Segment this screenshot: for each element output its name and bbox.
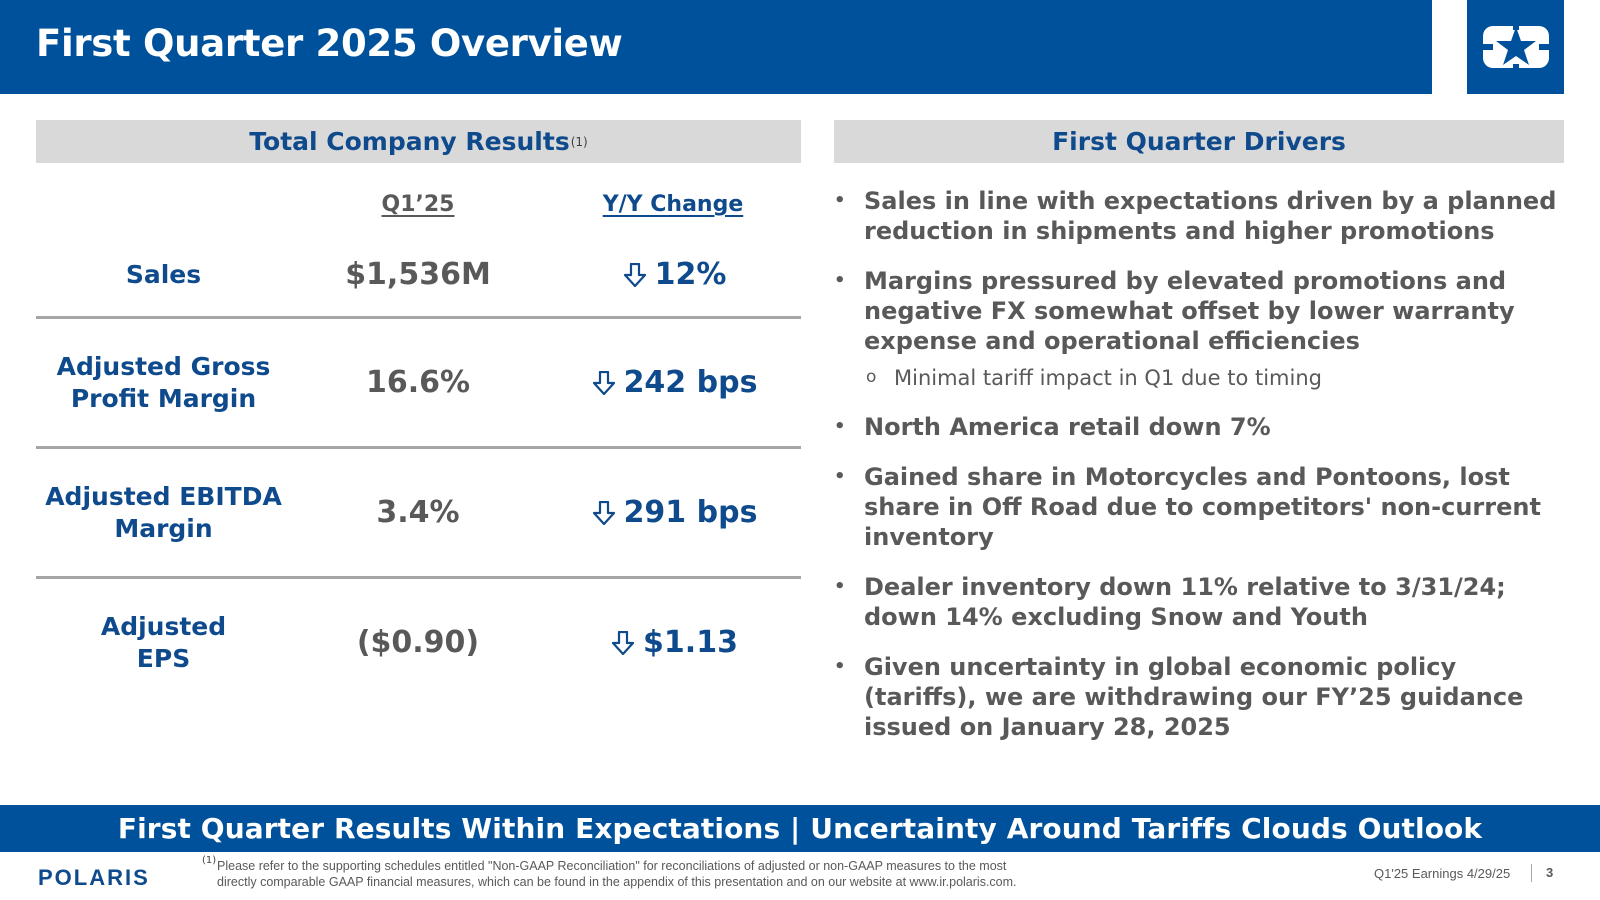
total-company-results-heading: Total Company Results (1) (36, 120, 801, 163)
row-label-adjusted-eps: Adjusted EPS (36, 611, 291, 675)
logo-box (1467, 0, 1564, 94)
row-value-adjusted-ebitda-margin: 3.4% (376, 495, 460, 530)
heading-footnote-mark: (1) (570, 134, 588, 149)
arrow-down-icon (592, 370, 615, 395)
arrow-down-icon (623, 262, 646, 287)
arrow-down-icon (612, 630, 635, 655)
row-label-adjusted-ebitda-margin: Adjusted EBITDA Margin (36, 481, 291, 545)
row-label-line: Margin (114, 514, 213, 543)
row-label-sales: Sales (36, 259, 291, 291)
deck-info: Q1'25 Earnings 4/29/25 (1374, 866, 1511, 881)
row-label-line: EPS (136, 644, 191, 673)
footer-separator (1531, 864, 1532, 882)
footnote-text: Please refer to the supporting schedules… (217, 858, 1097, 890)
row-label-line: Adjusted Gross (56, 352, 271, 381)
row-value-adjusted-eps: ($0.90) (356, 625, 480, 660)
summary-banner: First Quarter Results Within Expectation… (0, 805, 1600, 852)
arrow-down-icon (592, 500, 615, 525)
row-label-line: Profit Margin (70, 384, 257, 413)
footnote-line: directly comparable GAAP financial measu… (217, 875, 1017, 889)
column-header-q1: Q1’25 (381, 192, 455, 217)
row-label-line: Sales (125, 260, 202, 289)
row-divider (36, 316, 801, 319)
row-value-sales: $1,536M (345, 257, 491, 292)
left-heading-text: Total Company Results (249, 127, 570, 156)
first-quarter-drivers-heading: First Quarter Drivers (834, 120, 1564, 163)
driver-bullet: North America retail down 7% (834, 412, 1569, 442)
row-change-adjusted-gross-profit-margin: 242 bps (560, 365, 790, 400)
row-change-value: $1.13 (643, 625, 738, 660)
row-change-sales: 12% (560, 257, 790, 292)
driver-sub-bullet: Minimal tariff impact in Q1 due to timin… (834, 363, 1569, 392)
driver-bullet: Margins pressured by elevated promotions… (834, 266, 1569, 356)
footnote-line: Please refer to the supporting schedules… (217, 859, 1007, 873)
drivers-list: Sales in line with expectations driven b… (834, 186, 1569, 762)
row-change-value: 242 bps (623, 365, 758, 400)
polaris-star-icon (1482, 22, 1549, 72)
row-change-adjusted-ebitda-margin: 291 bps (560, 495, 790, 530)
row-label-line: Adjusted (100, 612, 227, 641)
driver-bullet: Given uncertainty in global economic pol… (834, 652, 1569, 742)
page-title: First Quarter 2025 Overview (36, 22, 623, 65)
title-bar: First Quarter 2025 Overview (0, 0, 1432, 94)
row-divider (36, 446, 801, 449)
driver-bullet: Dealer inventory down 11% relative to 3/… (834, 572, 1569, 632)
footnote-mark: (1) (202, 855, 217, 866)
row-change-value: 291 bps (623, 495, 758, 530)
driver-bullet: Gained share in Motorcycles and Pontoons… (834, 462, 1569, 552)
row-label-line: Adjusted EBITDA (45, 482, 282, 511)
page-number: 3 (1546, 865, 1554, 880)
polaris-brand-logo: POLARIS (38, 865, 150, 890)
column-header-yy-change: Y/Y Change (602, 192, 744, 217)
row-value-adjusted-gross-profit-margin: 16.6% (365, 365, 471, 400)
row-change-adjusted-eps: $1.13 (560, 625, 790, 660)
row-divider (36, 576, 801, 579)
row-change-value: 12% (654, 257, 727, 292)
row-label-adjusted-gross-profit-margin: Adjusted Gross Profit Margin (36, 351, 291, 415)
driver-bullet: Sales in line with expectations driven b… (834, 186, 1569, 246)
